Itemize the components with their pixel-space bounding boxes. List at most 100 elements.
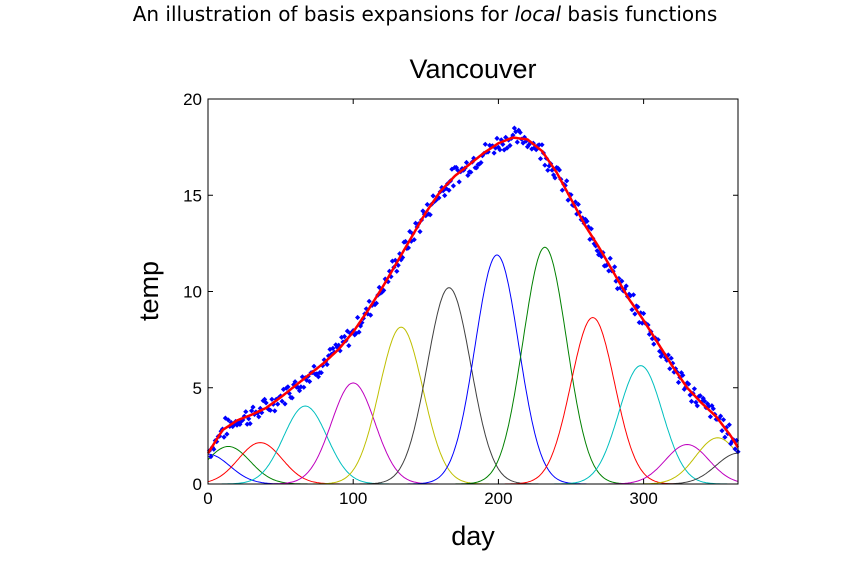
observation-point [565,197,571,203]
observation-point [635,304,641,310]
observation-point [208,454,214,460]
observation-point [257,405,263,411]
observation-point [613,278,619,284]
x-tick-label: 300 [629,489,657,508]
observation-point [551,172,557,178]
observation-point [478,160,484,166]
observation-point [292,379,298,385]
observation-point [549,167,555,173]
y-tick-label: 5 [193,379,202,398]
observation-point [439,184,445,191]
observation-point [442,192,448,199]
observation-point [670,360,676,366]
observation-point [262,396,268,402]
observation-point [726,422,732,428]
x-tick-label: 200 [484,489,512,508]
observation-point [402,238,409,245]
observation-point [283,385,289,391]
observation-point [651,341,657,347]
fit-curve [206,136,740,454]
observation-point [632,311,638,317]
observation-point [607,255,613,261]
observation-point [395,262,401,268]
observation-point [588,226,594,232]
observation-point [630,292,637,298]
observation-point [732,446,738,452]
observation-point [324,361,330,368]
basis-function-12 [208,443,739,485]
observation-point [710,406,716,412]
observation-point [623,283,629,289]
observation-point [304,377,310,383]
observation-point [504,145,510,151]
observation-point [376,284,382,290]
observation-point [723,424,729,431]
observation-point [575,201,581,207]
observation-point [463,159,470,166]
observation-point [337,348,343,354]
observation-point [622,286,628,292]
observation-point [298,384,304,390]
observation-point [693,399,699,405]
observation-point [320,363,326,369]
observation-point [584,218,590,224]
observation-point [697,393,703,399]
x-axis-label: day [451,521,495,551]
observation-point [556,167,562,173]
observation-point [407,228,413,235]
basis-function-14 [208,452,739,485]
observation-point [330,345,336,351]
observation-point [667,366,673,372]
observation-point [256,414,262,420]
observation-point [658,353,664,359]
observation-point [279,398,285,404]
basis-functions [207,246,739,485]
observation-point [282,401,288,407]
observation-point [510,132,516,138]
x-tick-label: 100 [339,489,367,508]
observation-point [259,410,265,416]
observation-point [413,220,419,226]
observation-point [577,209,583,215]
observation-point [668,355,674,361]
y-tick-label: 10 [183,283,202,302]
observation-point [301,384,307,390]
observation-point [424,201,430,208]
observation-point [221,434,227,440]
fit-layer [206,136,740,454]
observation-point [315,374,321,380]
observation-point [392,257,398,263]
axis-ticks: 0 100 200 300 0 5 10 15 20 [183,90,738,508]
observation-point [482,141,488,147]
observation-point [641,310,647,317]
observation-point [594,248,600,254]
observation-point [368,312,374,318]
observation-point [468,169,474,175]
observation-point [234,422,240,428]
observation-point [545,167,551,173]
basis-function-11 [208,365,738,485]
observation-point [687,392,693,398]
observation-point [243,409,249,415]
observation-point [627,293,634,299]
observation-point [507,142,513,149]
observation-point [355,314,361,321]
observation-point [649,336,655,342]
observation-point [359,320,365,326]
observation-point [718,413,724,419]
observation-point [675,379,682,385]
chart-title: Vancouver [409,54,536,84]
observation-point [614,286,621,292]
observation-point [269,396,275,402]
observation-point [517,129,523,136]
observation-point [341,333,348,340]
observation-point [638,310,644,316]
observation-point [385,279,391,285]
observation-point [307,378,313,385]
observation-point [629,307,635,313]
observation-point [453,164,459,171]
slide-heading: An illustration of basis expansions for … [0,2,850,26]
observation-point [394,268,400,274]
observation-point [702,398,708,404]
observation-point [479,153,485,159]
